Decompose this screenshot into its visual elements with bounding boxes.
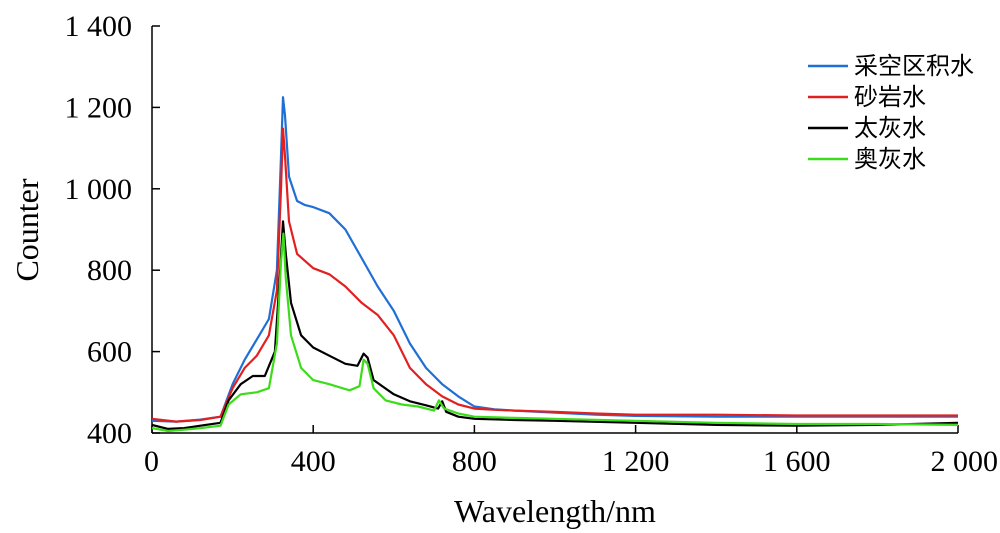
legend-label: 采空区积水	[854, 52, 974, 80]
y-tick-label: 1 400	[65, 10, 133, 43]
x-axis-title: Wavelength/nm	[454, 493, 656, 529]
legend-label: 太灰水	[854, 114, 926, 142]
legend-label: 砂岩水	[854, 83, 926, 111]
x-tick-label: 1 200	[602, 445, 670, 478]
series-line-1	[151, 96, 958, 423]
y-axis-title: Counter	[9, 178, 45, 281]
x-tick-label: 1 600	[763, 445, 831, 478]
legend-label: 奥灰水	[854, 145, 926, 173]
series-line-4	[151, 232, 959, 433]
x-tick-label: 0	[144, 445, 159, 478]
axes: 400 600 800 1 000 1 200 1 400 0 400 800 1 200 1 60…	[65, 10, 999, 478]
x-tick-label: 400	[291, 445, 336, 478]
x-tick-label: 2 000	[931, 445, 999, 478]
series-line-3	[151, 220, 959, 430]
y-tick-label: 400	[87, 417, 132, 450]
y-tick-label: 1 000	[65, 173, 133, 206]
y-tick-label: 1 200	[65, 91, 133, 124]
x-tick-label: 800	[452, 445, 497, 478]
series-line-2	[151, 127, 958, 423]
series-layer	[151, 96, 959, 433]
y-tick-label: 600	[87, 336, 132, 369]
y-tick-label: 800	[87, 254, 132, 287]
